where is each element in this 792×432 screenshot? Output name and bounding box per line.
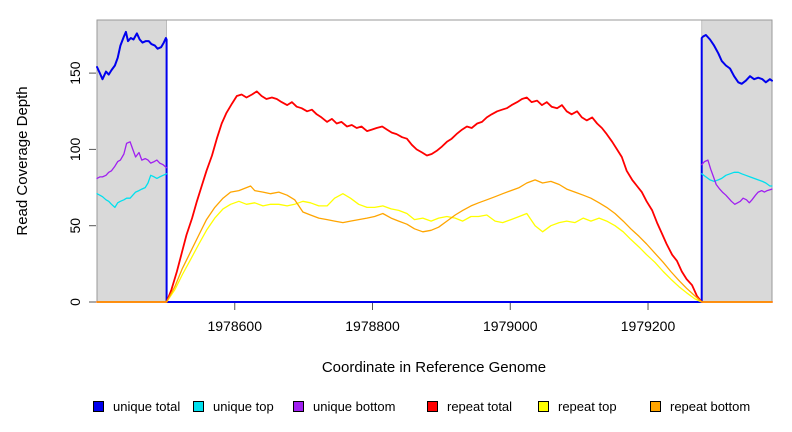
legend-label: unique top: [213, 398, 274, 414]
plot-box: [96, 19, 773, 303]
unique-top-swatch: [193, 400, 204, 412]
legend-item-repeat-bottom: repeat bottom: [650, 397, 750, 415]
series-line-unique-bottom: [96, 141, 168, 180]
series-line-repeat-bottom: [96, 179, 773, 303]
legend-label: repeat bottom: [670, 398, 751, 414]
series-line-unique-top: [96, 173, 168, 209]
y-axis-title: Read Coverage Depth: [14, 86, 31, 235]
x-tick-label: 1979200: [621, 318, 676, 334]
repeat-bottom-swatch: [650, 400, 661, 412]
x-tick-label: 1979000: [483, 318, 538, 334]
series-line-unique-total: [96, 30, 773, 303]
unique-region-shading: [701, 19, 773, 303]
x-tick-label: 1978800: [345, 318, 400, 334]
x-tick-label: 1978600: [207, 318, 262, 334]
legend-label: unique total: [113, 398, 181, 414]
legend-item-repeat-total: repeat total: [427, 397, 512, 415]
series-line-repeat-top: [96, 193, 773, 303]
y-tick-label: 50: [67, 218, 83, 234]
unique-bottom-swatch: [293, 400, 304, 412]
legend: unique total unique top unique bottom re…: [0, 397, 792, 417]
legend-item-unique-bottom: unique bottom: [293, 397, 395, 415]
series-line-repeat-total: [96, 90, 773, 303]
repeat-top-swatch: [538, 400, 549, 412]
legend-item-unique-total: unique total: [93, 397, 180, 415]
y-tick-label: 100: [67, 138, 83, 162]
legend-label: repeat top: [558, 398, 617, 414]
y-tick-label: 150: [67, 61, 83, 85]
legend-label: unique bottom: [313, 398, 396, 414]
x-axis-title: Coordinate in Reference Genome: [322, 359, 546, 376]
legend-label: repeat total: [447, 398, 513, 414]
unique-total-swatch: [93, 400, 104, 412]
legend-item-repeat-top: repeat top: [538, 397, 617, 415]
series-line-unique-bottom: [701, 159, 773, 205]
series-line-unique-top: [701, 171, 773, 187]
legend-item-unique-top: unique top: [193, 397, 274, 415]
repeat-total-swatch: [427, 400, 438, 412]
coverage-plot-canvas: 1978600 1978800 1979000 1979200 0 50 100 150 Co…: [14, 19, 773, 376]
y-tick-label: 0: [67, 298, 83, 306]
